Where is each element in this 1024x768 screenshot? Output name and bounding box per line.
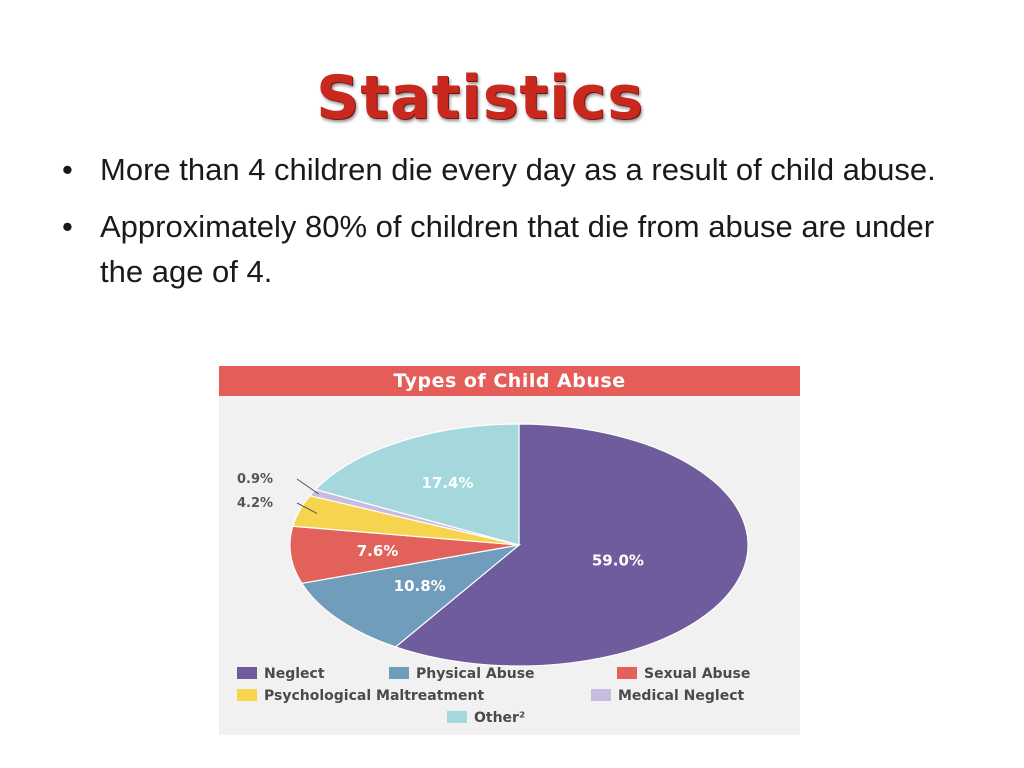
chart-panel: Types of Child Abuse 59.0% 10.8% 7.6% 4.2% 0… — [219, 366, 800, 735]
bullet-item: • More than 4 children die every day as … — [62, 147, 962, 192]
slide-title: Statistics — [316, 63, 644, 133]
bullet-item: • Approximately 80% of children that die… — [62, 204, 962, 294]
slice-data-label: 4.2% — [237, 496, 273, 511]
pie-chart: 59.0% 10.8% 7.6% 4.2% 0.9% 17.4% Neglect Physic… — [237, 423, 750, 726]
legend-swatch — [389, 667, 409, 679]
legend-entry: Medical Neglect — [591, 688, 744, 704]
legend-entry: Sexual Abuse — [617, 666, 750, 682]
slice-data-label: 0.9% — [237, 472, 273, 487]
legend-swatch — [237, 689, 257, 701]
chart-header-bar — [219, 366, 800, 396]
bullet-dot-icon: • — [62, 209, 73, 244]
slice-leader-line — [296, 478, 320, 495]
legend-swatch — [237, 667, 257, 679]
slice-data-label: 10.8% — [394, 577, 446, 595]
legend-swatch — [447, 711, 467, 723]
legend-label: Other² — [474, 710, 525, 726]
slice-data-label: 7.6% — [357, 542, 399, 560]
chart-title: Types of Child Abuse — [393, 370, 626, 392]
legend-label: Physical Abuse — [416, 666, 535, 682]
slice-data-label: 59.0% — [592, 551, 644, 569]
legend-entry: Physical Abuse — [389, 666, 535, 682]
legend-entry: Other² — [447, 710, 525, 726]
pie-slice-other — [314, 423, 520, 546]
legend-swatch — [591, 689, 611, 701]
bullet-list: • More than 4 children die every day as … — [62, 147, 962, 306]
legend-label: Psychological Maltreatment — [264, 688, 484, 704]
bullet-text: More than 4 children die every day as a … — [100, 152, 936, 187]
slice-leader-line — [296, 502, 318, 514]
legend-label: Medical Neglect — [618, 688, 744, 704]
pie-slice-physical-abuse — [300, 544, 522, 648]
legend-entry: Neglect — [237, 666, 325, 682]
legend-label: Neglect — [264, 666, 325, 682]
legend-entry: Psychological Maltreatment — [237, 688, 484, 704]
slice-data-label: 17.4% — [421, 474, 473, 492]
legend-swatch — [617, 667, 637, 679]
bullet-dot-icon: • — [62, 152, 73, 187]
pie-slice-neglect — [394, 423, 749, 667]
legend-label: Sexual Abuse — [644, 666, 750, 682]
bullet-text: Approximately 80% of children that die f… — [100, 209, 935, 289]
